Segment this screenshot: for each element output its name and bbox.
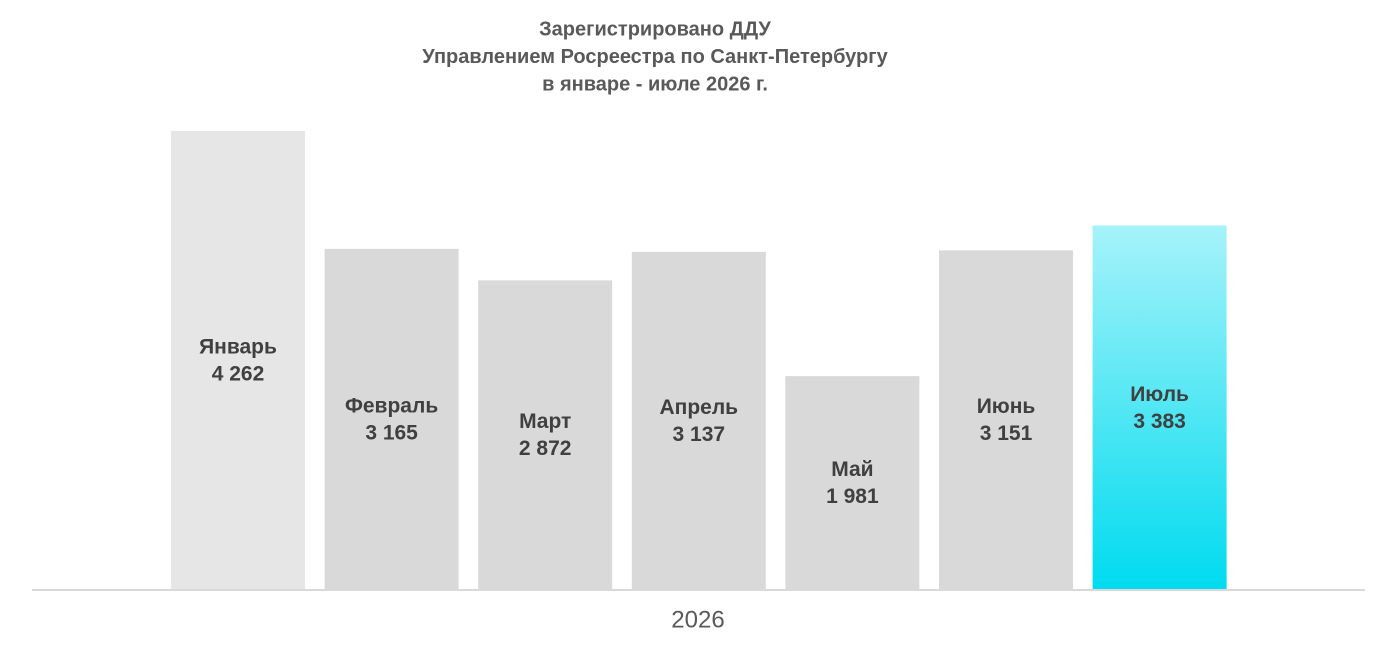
- chart-title: Зарегистрировано ДДУ: [539, 18, 771, 40]
- category-label: Июнь: [977, 395, 1036, 418]
- x-axis-label: 2026: [671, 606, 724, 633]
- category-label: Июль: [1130, 383, 1189, 406]
- bar: [478, 280, 613, 589]
- category-label: Февраль: [345, 394, 438, 417]
- value-label: 2 872: [519, 437, 572, 460]
- bar: [785, 376, 920, 589]
- chart-title: в январе - июле 2026 г.: [542, 73, 768, 95]
- value-label: 1 981: [826, 485, 879, 508]
- bar: [1092, 225, 1227, 590]
- chart-title: Управлением Росреестра по Санкт-Петербур…: [422, 46, 888, 68]
- value-label: 3 137: [673, 423, 726, 446]
- bar: [631, 251, 766, 589]
- value-label: 3 151: [980, 422, 1033, 445]
- bar: [324, 248, 459, 590]
- category-label: Март: [519, 410, 571, 433]
- value-label: 4 262: [212, 363, 265, 386]
- value-label: 3 383: [1133, 410, 1186, 433]
- category-label: Май: [831, 458, 873, 481]
- bar: [939, 250, 1073, 589]
- category-label: Апрель: [659, 396, 738, 419]
- category-label: Январь: [199, 336, 277, 359]
- bar: [171, 130, 305, 590]
- value-label: 3 165: [365, 421, 418, 444]
